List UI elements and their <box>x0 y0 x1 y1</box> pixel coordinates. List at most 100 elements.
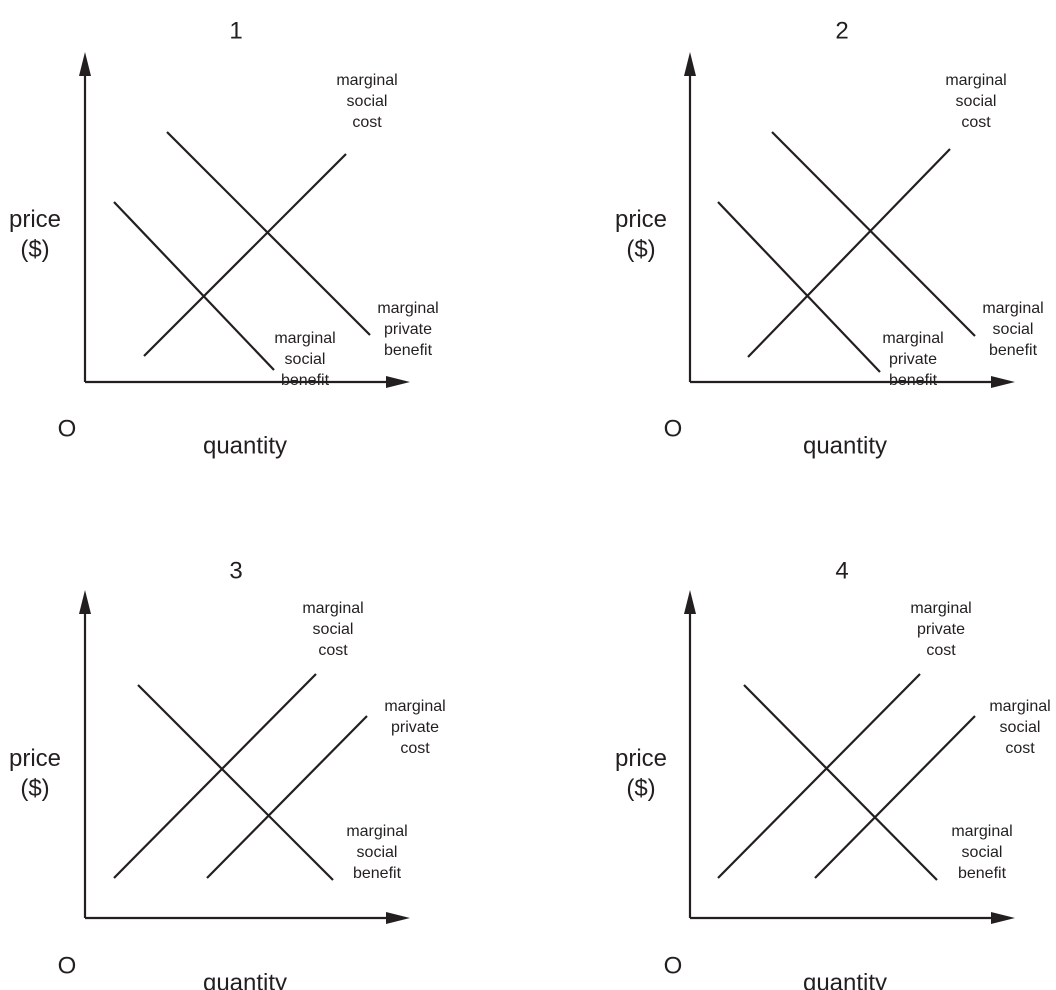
y-axis-arrow-icon <box>79 590 91 614</box>
curve-line-marginal-social-cost <box>143 153 347 357</box>
y-axis-label-line-2: ($) <box>626 775 655 802</box>
x-axis-arrow-icon <box>991 376 1015 388</box>
curve-label-marginal-social-cost-line-3: cost <box>961 114 991 131</box>
curve-label-marginal-social-benefit-line-1: marginal <box>274 330 335 347</box>
axes <box>684 590 1015 924</box>
curve-label-marginal-social-cost-line-1: marginal <box>945 72 1006 89</box>
curve-label-marginal-social-benefit-line-2: social <box>962 844 1003 861</box>
curve-label-marginal-private-benefit: marginal private benefit <box>882 330 943 389</box>
curve-line-marginal-social-cost <box>814 715 976 879</box>
curve-marginal-private-cost: marginal private cost <box>206 698 446 879</box>
curve-label-marginal-social-benefit-line-2: social <box>357 844 398 861</box>
origin-label: O <box>664 415 683 442</box>
curve-label-marginal-social-cost: marginal social cost <box>945 72 1006 131</box>
curve-label-marginal-social-cost: marginal social cost <box>336 72 397 131</box>
curve-label-marginal-social-cost-line-2: social <box>1000 719 1041 736</box>
curve-line-marginal-social-benefit <box>137 684 334 881</box>
curve-label-marginal-social-cost-line-3: cost <box>1005 740 1035 757</box>
curve-label-marginal-private-cost-line-1: marginal <box>384 698 445 715</box>
curve-marginal-private-cost: marginal private cost <box>717 600 972 879</box>
y-axis-label-line-2: ($) <box>20 775 49 802</box>
curve-line-marginal-social-cost <box>113 673 317 879</box>
curve-label-marginal-social-benefit: marginal social benefit <box>951 823 1012 882</box>
y-axis-label-line-2: ($) <box>20 236 49 263</box>
curve-label-marginal-social-cost-line-1: marginal <box>336 72 397 89</box>
curve-label-marginal-social-cost-line-1: marginal <box>989 698 1050 715</box>
y-axis-label: price ($) <box>9 745 61 802</box>
curve-label-marginal-private-cost-line-3: cost <box>926 642 956 659</box>
curve-label-marginal-social-benefit: marginal social benefit <box>982 300 1043 359</box>
y-axis-label-line-1: price <box>9 206 61 233</box>
x-axis-label: quantity <box>203 432 287 459</box>
curve-label-marginal-private-benefit: marginal private benefit <box>377 300 438 359</box>
y-axis-label-line-2: ($) <box>626 236 655 263</box>
curve-label-marginal-private-benefit-line-1: marginal <box>882 330 943 347</box>
y-axis-label: price ($) <box>615 206 667 263</box>
curve-label-marginal-social-benefit-line-3: benefit <box>958 865 1007 882</box>
curve-label-marginal-private-cost-line-1: marginal <box>910 600 971 617</box>
curve-line-marginal-private-cost <box>206 715 368 879</box>
curve-marginal-social-benefit: marginal social benefit <box>137 684 408 882</box>
curve-line-marginal-private-cost <box>717 673 921 879</box>
curve-line-marginal-social-cost <box>747 148 951 358</box>
y-axis-arrow-icon <box>79 52 91 76</box>
panel-number: 1 <box>229 17 242 44</box>
y-axis-label: price ($) <box>9 206 61 263</box>
curve-label-marginal-social-benefit-line-3: benefit <box>281 372 330 389</box>
curve-label-marginal-social-benefit-line-1: marginal <box>951 823 1012 840</box>
panel-number: 3 <box>229 557 242 584</box>
panel-number: 4 <box>835 557 848 584</box>
x-axis-label: quantity <box>803 969 887 990</box>
x-axis-arrow-icon <box>386 376 410 388</box>
curve-marginal-social-cost: marginal social cost <box>814 698 1051 879</box>
y-axis-label-line-1: price <box>615 206 667 233</box>
curve-label-marginal-social-benefit: marginal social benefit <box>274 330 335 389</box>
y-axis-arrow-icon <box>684 52 696 76</box>
curve-line-marginal-social-benefit <box>771 131 976 337</box>
curve-marginal-social-cost: marginal social cost <box>143 72 398 357</box>
curve-label-marginal-social-benefit-line-2: social <box>993 321 1034 338</box>
y-axis-label-line-1: price <box>9 745 61 772</box>
x-axis-arrow-icon <box>991 912 1015 924</box>
y-axis-arrow-icon <box>684 590 696 614</box>
curve-label-marginal-private-cost-line-3: cost <box>400 740 430 757</box>
curve-label-marginal-private-benefit-line-1: marginal <box>377 300 438 317</box>
y-axis-label: price ($) <box>615 745 667 802</box>
panel-number: 2 <box>835 17 848 44</box>
curve-marginal-private-benefit: marginal private benefit <box>166 131 439 359</box>
curve-label-marginal-private-benefit-line-3: benefit <box>889 372 938 389</box>
curve-line-marginal-private-benefit <box>166 131 371 336</box>
curve-label-marginal-private-cost-line-2: private <box>917 621 965 638</box>
curve-label-marginal-private-benefit-line-3: benefit <box>384 342 433 359</box>
curve-marginal-social-benefit: marginal social benefit <box>113 201 336 389</box>
curve-marginal-social-cost: marginal social cost <box>747 72 1007 358</box>
curve-label-marginal-social-cost-line-2: social <box>956 93 997 110</box>
curve-label-marginal-private-cost-line-2: private <box>391 719 439 736</box>
axes <box>79 52 410 388</box>
y-axis-label-line-1: price <box>615 745 667 772</box>
x-axis-arrow-icon <box>386 912 410 924</box>
curve-label-marginal-social-benefit-line-3: benefit <box>353 865 402 882</box>
curve-marginal-private-benefit: marginal private benefit <box>717 201 944 389</box>
curve-line-marginal-social-benefit <box>113 201 275 371</box>
origin-label: O <box>58 415 77 442</box>
curve-label-marginal-social-benefit-line-3: benefit <box>989 342 1038 359</box>
axes <box>79 590 410 924</box>
x-axis-label: quantity <box>803 432 887 459</box>
curve-line-marginal-private-benefit <box>717 201 881 373</box>
curve-label-marginal-social-benefit-line-1: marginal <box>346 823 407 840</box>
curve-marginal-social-benefit: marginal social benefit <box>771 131 1044 359</box>
curve-label-marginal-social-cost-line-3: cost <box>352 114 382 131</box>
curve-marginal-social-benefit: marginal social benefit <box>743 684 1013 882</box>
curve-line-marginal-social-benefit <box>743 684 938 881</box>
curve-label-marginal-private-cost: marginal private cost <box>384 698 445 757</box>
curve-marginal-social-cost: marginal social cost <box>113 600 364 879</box>
curve-label-marginal-private-benefit-line-2: private <box>384 321 432 338</box>
curve-label-marginal-social-cost-line-2: social <box>313 621 354 638</box>
origin-label: O <box>664 952 683 979</box>
axes <box>684 52 1015 388</box>
